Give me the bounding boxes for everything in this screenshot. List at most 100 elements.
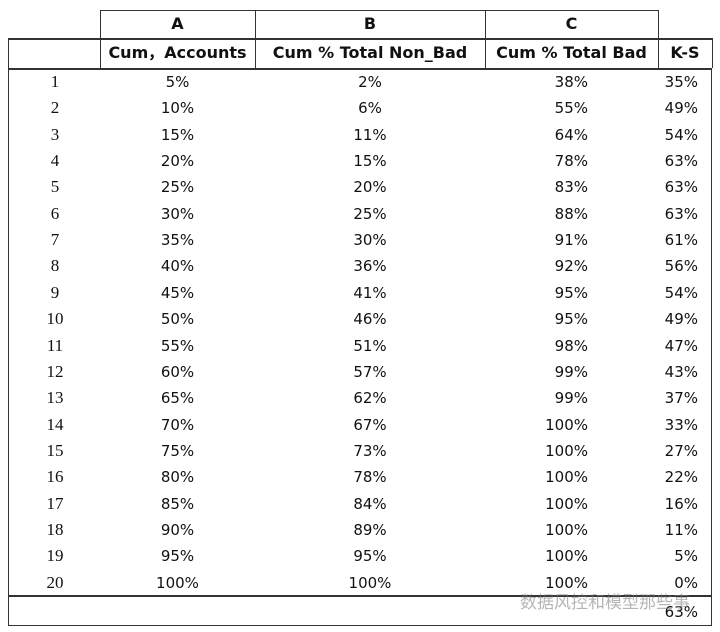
cell-value: 40% xyxy=(160,257,195,276)
row-index: 2 xyxy=(50,98,60,118)
cell-value: 89% xyxy=(353,520,387,539)
cell-value: 95% xyxy=(160,547,195,566)
cell-value: 27% xyxy=(664,441,698,460)
cell-value: 38% xyxy=(554,73,588,91)
cell-value: 100% xyxy=(545,468,588,487)
cell-value: 49% xyxy=(664,99,698,118)
cell-value: 35% xyxy=(160,231,195,250)
border-line xyxy=(100,10,101,38)
row-index: 20 xyxy=(46,572,64,592)
row-index: 4 xyxy=(50,151,60,171)
cell-value: 16% xyxy=(664,494,698,513)
cell-value: 91% xyxy=(554,231,588,250)
border-line xyxy=(658,10,659,38)
cell-value: 78% xyxy=(353,468,387,487)
border-line xyxy=(255,38,256,68)
cell-value: 20% xyxy=(160,152,195,171)
cell-value: 49% xyxy=(664,310,698,329)
cell-value: 64% xyxy=(554,125,588,144)
cell-value: 99% xyxy=(554,389,588,408)
cell-value: 62% xyxy=(353,389,387,408)
column-letter: B xyxy=(363,14,377,33)
cell-value: 80% xyxy=(160,468,195,487)
row-index: 16 xyxy=(46,467,64,487)
row-index: 9 xyxy=(50,282,60,302)
row-index: 11 xyxy=(46,335,64,355)
cell-value: 55% xyxy=(160,336,195,355)
cell-value: 60% xyxy=(160,362,195,381)
border-line xyxy=(712,38,713,68)
cell-value: 25% xyxy=(353,204,387,223)
cell-value: 100% xyxy=(545,441,588,460)
cell-value: 100% xyxy=(348,573,392,592)
cell-value: 56% xyxy=(664,257,698,276)
cell-value: 88% xyxy=(554,204,588,223)
cell-value: 95% xyxy=(554,310,588,329)
cell-value: 11% xyxy=(353,125,387,144)
row-index: 17 xyxy=(46,493,64,513)
border-line xyxy=(8,625,712,626)
row-index: 14 xyxy=(46,414,64,434)
row-index: 7 xyxy=(50,230,60,250)
cell-value: 54% xyxy=(664,125,698,144)
border-line xyxy=(100,38,101,68)
cell-value: 33% xyxy=(664,415,698,434)
row-index: 15 xyxy=(46,440,64,460)
cell-value: 84% xyxy=(353,494,387,513)
cell-value: 37% xyxy=(664,389,698,408)
border-line xyxy=(255,10,256,38)
cell-value: 5% xyxy=(674,547,698,566)
cell-value: 25% xyxy=(160,178,195,197)
cell-value: 46% xyxy=(353,310,387,329)
cell-value: 50% xyxy=(160,310,195,329)
column-header: Cum，Accounts xyxy=(108,43,247,62)
cell-value: 100% xyxy=(545,520,588,539)
cell-value: 75% xyxy=(160,441,195,460)
cell-value: 35% xyxy=(664,73,698,91)
cell-value: 51% xyxy=(353,336,387,355)
row-index: 18 xyxy=(46,519,64,539)
cell-value: 0% xyxy=(674,573,698,592)
column-letter: A xyxy=(171,14,184,33)
border-line xyxy=(485,38,486,68)
row-index: 6 xyxy=(50,203,60,223)
cell-value: 45% xyxy=(160,283,195,302)
border-line xyxy=(8,38,712,40)
border-line xyxy=(100,10,658,11)
cell-value: 15% xyxy=(160,125,195,144)
cell-value: 100% xyxy=(545,494,588,513)
border-line xyxy=(8,595,712,597)
row-index: 5 xyxy=(50,177,60,197)
row-index: 8 xyxy=(50,256,60,276)
cell-value: 41% xyxy=(353,283,387,302)
cell-value: 20% xyxy=(353,178,387,197)
cell-value: 100% xyxy=(545,573,588,592)
border-line xyxy=(8,68,9,625)
cell-value: 57% xyxy=(353,362,387,381)
column-header: Cum % Total Non_Bad xyxy=(272,43,468,62)
cell-value: 100% xyxy=(156,573,199,592)
cell-value: 95% xyxy=(353,547,387,566)
cell-value: 73% xyxy=(353,441,387,460)
cell-value: 83% xyxy=(554,178,588,197)
cell-value: 54% xyxy=(664,283,698,302)
cell-value: 22% xyxy=(664,468,698,487)
cell-value: 6% xyxy=(358,99,382,118)
row-index: 10 xyxy=(46,309,64,329)
column-header: Cum % Total Bad xyxy=(496,43,647,62)
cell-value: 43% xyxy=(664,362,698,381)
row-index: 1 xyxy=(50,72,60,91)
cell-value: 30% xyxy=(160,204,195,223)
cell-value: 70% xyxy=(160,415,195,434)
row-index: 13 xyxy=(46,388,64,408)
cell-value: 98% xyxy=(554,336,588,355)
cell-value: 92% xyxy=(554,257,588,276)
cell-value: 47% xyxy=(664,336,698,355)
border-line xyxy=(485,10,486,38)
border-line xyxy=(711,68,712,625)
column-header: K-S xyxy=(670,43,700,62)
cell-value: 10% xyxy=(160,99,195,118)
cell-value: 95% xyxy=(554,283,588,302)
cell-value: 55% xyxy=(554,99,588,118)
